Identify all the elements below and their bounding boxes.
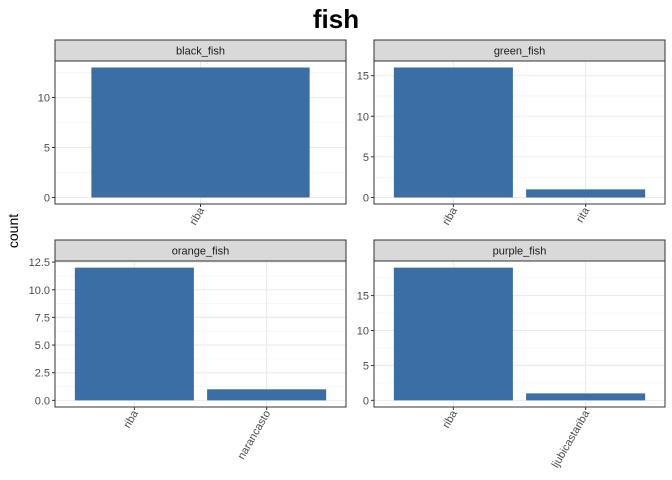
facet-green_fish: green_fish 0 5 10 15 riba rita xyxy=(357,39,666,228)
y-tick-label: 15 xyxy=(357,71,369,83)
facet-strip-label: green_fish xyxy=(494,46,545,58)
x-tick-label: riba xyxy=(440,205,460,228)
panel-border xyxy=(54,260,347,408)
y-tick-label: 10 xyxy=(357,111,369,123)
facet-black_fish: black_fish 0 5 10 riba xyxy=(38,39,347,228)
facet-strip-label: orange_fish xyxy=(172,246,230,258)
y-tick-label: 10 xyxy=(38,93,50,105)
panel-border xyxy=(373,260,666,408)
x-tick-label: ljubicastariba xyxy=(550,408,593,470)
y-tick-label: 15 xyxy=(357,291,369,303)
bar-orange_fish-narancasto xyxy=(207,389,327,401)
facet-strip-label: black_fish xyxy=(176,46,225,58)
y-tick-label: 5.0 xyxy=(35,340,50,352)
bar-purple_fish-riba xyxy=(393,267,513,401)
bar-purple_fish-ljubicastariba xyxy=(526,393,646,401)
panel-border xyxy=(373,60,666,205)
y-axis-title: count xyxy=(5,214,21,248)
y-tick-label: 2.5 xyxy=(35,368,50,380)
bar-black_fish-riba xyxy=(91,67,310,198)
x-tick-label: rita xyxy=(574,205,592,225)
x-tick-label: riba xyxy=(121,408,141,431)
y-tick-label: 5 xyxy=(363,360,369,372)
x-tick-label: narancasto xyxy=(236,409,274,462)
y-tick-label: 10.0 xyxy=(29,285,50,297)
bar-orange_fish-riba xyxy=(74,267,194,401)
y-tick-label: 12.5 xyxy=(29,257,50,269)
y-tick-label: 0 xyxy=(363,193,369,205)
y-tick-label: 0 xyxy=(44,193,50,205)
y-tick-label: 7.5 xyxy=(35,312,50,324)
bar-green_fish-rita xyxy=(526,189,646,198)
y-tick-label: 5 xyxy=(44,143,50,155)
y-tick-label: 10 xyxy=(357,326,369,338)
facet-strip-label: purple_fish xyxy=(493,246,547,258)
facet-orange_fish: orange_fish 0.0 2.5 5.0 7.5 10.0 12.5 riba naran… xyxy=(29,239,347,462)
facet-purple_fish: purple_fish 0 5 10 15 riba ljubicastariba xyxy=(357,239,666,470)
y-tick-label: 0 xyxy=(363,395,369,407)
bar-green_fish-riba xyxy=(393,67,513,198)
x-tick-label: riba xyxy=(440,408,460,431)
facets-group: black_fish 0 5 10 riba green_fish 0 5 10 15 riba ri… xyxy=(29,39,666,470)
y-tick-label: 5 xyxy=(363,152,369,164)
x-tick-label: riba xyxy=(188,205,208,228)
chart-title: fish xyxy=(312,4,360,34)
y-tick-label: 0.0 xyxy=(35,395,50,407)
